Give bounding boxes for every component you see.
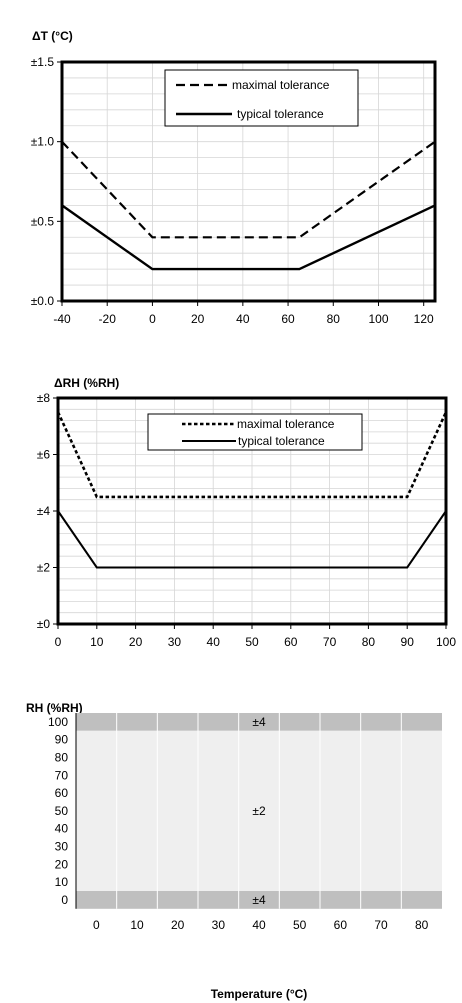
chart2-y-tick-label: ±4 (37, 504, 51, 518)
chart1-legend: maximal tolerance typical tolerance (164, 69, 359, 127)
chart1-x-tick-label: 120 (414, 312, 434, 326)
chart3-x-ticks: 0 10 20 30 40 50 60 70 80 (93, 918, 429, 932)
chart1-legend-label-maximal: maximal tolerance (232, 78, 330, 92)
chart2-series-group (56, 411, 448, 569)
chart2-series-typical-tolerance (57, 510, 447, 569)
chart3-y-tick-label: 80 (55, 751, 69, 765)
chart3-y-axis-label: RH (%RH) (26, 701, 83, 715)
chart3-regions (76, 713, 442, 909)
chart2-x-ticks: 0 10 20 30 40 50 60 70 80 90 100 (55, 624, 456, 649)
chart1-y-axis-label: ΔT (°C) (32, 29, 73, 43)
chart2-x-tick-label: 50 (245, 635, 259, 649)
chart2-x-tick-label: 80 (362, 635, 376, 649)
chart3-x-axis-label: Temperature (°C) (211, 987, 308, 1001)
chart1-y-tick-label: ±1.0 (31, 135, 55, 149)
chart3-x-tick-label: 30 (212, 918, 226, 932)
chart2-x-tick-label: 20 (129, 635, 143, 649)
chart3-region-1 (76, 730, 442, 891)
chart1-x-tick-label: 20 (191, 312, 205, 326)
chart1-y-ticks: ±0.0 ±0.5 ±1.0 ±1.5 (31, 55, 62, 308)
chart3-region-2 (76, 891, 442, 909)
chart1-plot-frame (60, 60, 437, 303)
chart3-region-label: ±4 (252, 893, 266, 907)
chart2-y-ticks: ±0 ±2 ±4 ±6 ±8 (37, 391, 58, 631)
chart1-x-tick-label: 100 (368, 312, 388, 326)
chart3-region-label: ±2 (252, 804, 266, 818)
chart3-x-tick-label: 50 (293, 918, 307, 932)
chart3-region-label: ±4 (252, 715, 266, 729)
chart3-y-tick-label: 10 (55, 875, 69, 889)
chart2-x-tick-label: 90 (401, 635, 415, 649)
chart2-y-tick-label: ±8 (37, 391, 51, 405)
chart2-y-tick-label: ±2 (37, 561, 51, 575)
chart3-y-tick-label: 20 (55, 857, 69, 871)
chart3-region-0 (76, 713, 442, 731)
chart2-y-axis-label: ΔRH (%RH) (54, 376, 119, 390)
chart3-x-tick-label: 0 (93, 918, 100, 932)
chart3-x-tick-label: 40 (252, 918, 266, 932)
chart1-x-tick-label: 0 (149, 312, 156, 326)
chart3-y-tick-label: 40 (55, 822, 69, 836)
chart3-x-tick-label: 70 (374, 918, 388, 932)
chart2-legend-box (147, 413, 363, 451)
chart1-y-tick-label: ±1.5 (31, 55, 55, 69)
chart1-x-tick-label: -20 (99, 312, 117, 326)
chart2-x-tick-label: 100 (436, 635, 456, 649)
chart3-y-tick-label: 70 (55, 768, 69, 782)
chart2-y-tick-label: ±6 (37, 448, 51, 462)
chart2-x-tick-label: 70 (323, 635, 337, 649)
chart1-x-tick-label: 40 (236, 312, 250, 326)
chart1-legend-box (164, 69, 359, 127)
chart2-x-tick-label: 40 (207, 635, 221, 649)
chart2-legend-label-typical: typical tolerance (238, 434, 325, 448)
chart2-x-tick-label: 0 (55, 635, 62, 649)
chart1-series-group (61, 140, 436, 271)
chart2-x-tick-label: 60 (284, 635, 298, 649)
chart3-y-tick-label: 50 (55, 804, 69, 818)
chart1-x-ticks: -40 -20 0 20 40 60 80 100 120 (53, 301, 434, 326)
temperature-tolerance-chart: ΔT (°C) ±0.0 ±0.5 ±1.0 ±1.5 -40 -20 0 20 40 60 80… (31, 29, 437, 326)
chart3-x-tick-label: 20 (171, 918, 185, 932)
chart1-legend-label-typical: typical tolerance (237, 107, 324, 121)
chart2-series-maximal-tolerance (56, 411, 448, 499)
chart3-x-tick-label: 60 (334, 918, 348, 932)
chart1-x-tick-label: 60 (281, 312, 295, 326)
chart1-series-typical-tolerance (61, 204, 436, 271)
chart2-legend-label-maximal: maximal tolerance (237, 417, 335, 431)
chart3-y-tick-label: 100 (48, 715, 68, 729)
chart1-x-tick-label: -40 (53, 312, 71, 326)
chart3-y-tick-label: 0 (61, 893, 68, 907)
chart3-region-labels: ±4 ±2 ±4 (252, 715, 266, 907)
humidity-tolerance-chart: ΔRH (%RH) ±0 ±2 ±4 ±6 ±8 0 10 20 30 40 50 60 70 80 90… (37, 376, 457, 649)
chart2-legend: maximal tolerance typical tolerance (147, 413, 363, 451)
chart2-x-tick-label: 10 (90, 635, 104, 649)
chart3-grid (75, 713, 402, 909)
chart3-x-tick-label: 80 (415, 918, 429, 932)
chart1-y-tick-label: ±0.0 (31, 294, 55, 308)
chart3-y-tick-label: 60 (55, 786, 69, 800)
chart1-x-tick-label: 80 (327, 312, 341, 326)
chart2-x-tick-label: 30 (168, 635, 182, 649)
chart3-y-tick-label: 30 (55, 840, 69, 854)
chart2-y-tick-label: ±0 (37, 617, 51, 631)
chart3-y-tick-label: 90 (55, 733, 69, 747)
chart1-y-tick-label: ±0.5 (31, 214, 55, 228)
chart3-x-tick-label: 10 (130, 918, 144, 932)
